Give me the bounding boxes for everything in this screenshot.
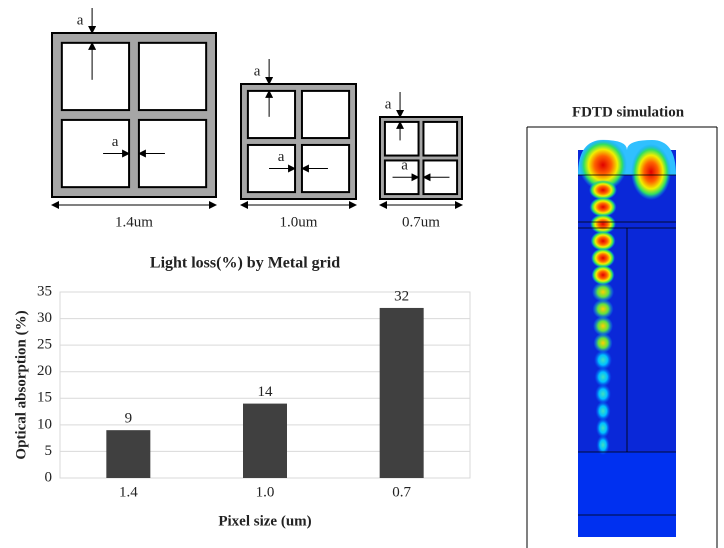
- size-label: 0.7um: [402, 214, 440, 230]
- data-label: 9: [125, 411, 133, 427]
- dimension-label: a: [77, 12, 84, 28]
- size-label: 1.0um: [280, 214, 318, 230]
- bar: [106, 430, 150, 478]
- pixel-opening: [62, 43, 129, 110]
- y-axis-label: Optical absorption (%): [13, 310, 29, 459]
- chart-title: Light loss(%) by Metal grid: [150, 255, 340, 272]
- data-label: 32: [394, 288, 409, 304]
- y-tick-label: 0: [45, 469, 53, 485]
- x-tick-label: 0.7: [392, 484, 411, 500]
- data-label: 14: [258, 384, 274, 400]
- pixel-opening: [302, 91, 349, 138]
- y-tick-label: 35: [37, 283, 52, 299]
- x-tick-label: 1.4: [119, 484, 138, 500]
- dimension-label: a: [112, 134, 119, 150]
- dimension-label: a: [385, 96, 392, 112]
- y-tick-label: 20: [37, 363, 52, 379]
- simulation-title: FDTD simulation: [572, 104, 685, 120]
- x-axis-label: Pixel size (um): [218, 513, 311, 529]
- y-tick-label: 5: [45, 443, 53, 459]
- pixel-opening: [139, 43, 206, 110]
- y-tick-label: 15: [37, 390, 52, 406]
- y-tick-label: 25: [37, 337, 52, 353]
- pixel-opening: [385, 122, 419, 156]
- sim-lower: [578, 452, 676, 537]
- dimension-label: a: [254, 63, 261, 79]
- bar: [243, 404, 287, 478]
- sim-hot: [631, 144, 671, 200]
- bar: [380, 308, 424, 478]
- dimension-label: a: [401, 158, 408, 174]
- dimension-label: a: [278, 149, 285, 165]
- x-tick-label: 1.0: [256, 484, 275, 500]
- pixel-opening: [248, 91, 295, 138]
- size-label: 1.4um: [115, 214, 153, 230]
- y-tick-label: 30: [37, 310, 52, 326]
- fdtd-image: [578, 139, 676, 537]
- y-tick-label: 10: [37, 416, 52, 432]
- figure: FDTD simulation a a 1.4um a a 1.0um a a 0.7um Lig…: [0, 0, 724, 548]
- pixel-opening: [423, 122, 457, 156]
